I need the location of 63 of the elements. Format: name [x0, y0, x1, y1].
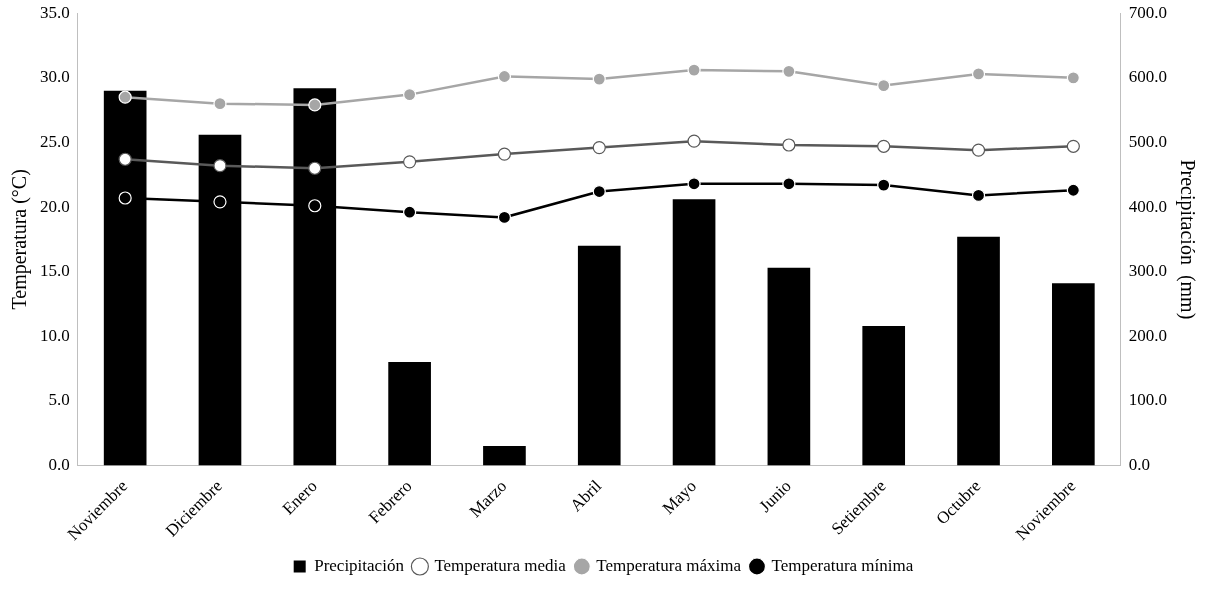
- point: [497, 69, 512, 84]
- y-tick-label: 30.0: [40, 67, 70, 87]
- point: [308, 98, 322, 112]
- y2-tick-label: 400.0: [1128, 196, 1167, 216]
- y2-tick-label: 100.0: [1128, 390, 1167, 410]
- point: [971, 143, 986, 157]
- point: [118, 191, 132, 205]
- legend-label: Precipitación: [314, 555, 405, 575]
- legend-label: Temperatura mínima: [771, 555, 914, 575]
- point: [403, 205, 417, 219]
- y-tick-label: 15.0: [40, 261, 70, 281]
- y2-tick-label: 300.0: [1128, 261, 1167, 281]
- point: [1066, 183, 1080, 197]
- point: [1066, 139, 1080, 153]
- bar: [862, 325, 906, 466]
- y2-tick-label: 0.0: [1128, 454, 1150, 474]
- point: [782, 64, 796, 78]
- bar: [767, 267, 811, 466]
- y-tick-label: 25.0: [40, 131, 70, 151]
- bar: [957, 236, 1000, 466]
- point: [213, 97, 227, 111]
- point: [687, 134, 701, 148]
- point: [1066, 71, 1080, 85]
- bar: [483, 446, 526, 466]
- point: [308, 199, 322, 213]
- point: [497, 147, 512, 161]
- point: [782, 138, 796, 152]
- y-tick-label: 10.0: [40, 325, 70, 345]
- point: [877, 78, 891, 93]
- point: [213, 195, 227, 209]
- point: [308, 161, 322, 175]
- y2-tick-label: 500.0: [1128, 131, 1167, 151]
- y2-tick-label: 600.0: [1128, 67, 1167, 87]
- legend-label: Temperatura máxima: [596, 555, 742, 575]
- y-tick-label: 20.0: [40, 196, 70, 216]
- point: [971, 188, 986, 203]
- bar: [577, 245, 621, 466]
- y-tick-label: 5.0: [48, 390, 70, 410]
- point: [592, 72, 606, 86]
- y2-axis-title: Precipitación (mm): [1175, 159, 1199, 320]
- point: [782, 177, 796, 191]
- point: [971, 67, 986, 81]
- legend-label: Temperatura media: [434, 555, 567, 575]
- y-tick-label: 35.0: [40, 2, 70, 22]
- y2-tick-label: 200.0: [1128, 325, 1167, 345]
- point: [877, 178, 891, 192]
- point: [118, 90, 132, 104]
- y-tick-label: 0.0: [48, 454, 70, 474]
- point: [403, 155, 417, 169]
- point: [687, 177, 701, 191]
- point: [118, 152, 132, 166]
- y2-tick-label: 700.0: [1128, 2, 1167, 22]
- point: [403, 88, 417, 102]
- bar: [1052, 283, 1095, 466]
- point: [687, 63, 701, 77]
- point: [213, 159, 227, 173]
- point: [592, 141, 606, 155]
- bar: [388, 362, 431, 466]
- point: [497, 210, 512, 224]
- y-axis-title: Temperatura (°C): [8, 169, 32, 310]
- bar: [672, 199, 716, 466]
- point: [592, 184, 606, 199]
- point: [877, 139, 891, 153]
